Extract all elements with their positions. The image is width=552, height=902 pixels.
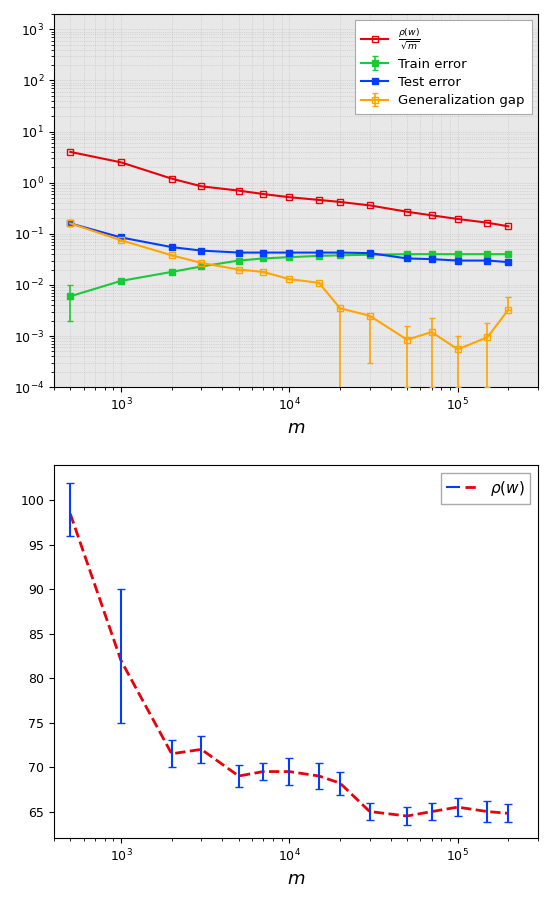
$\rho(w)$ [428,806,435,817]
$\rho(w)$ [198,744,205,755]
$\rho(w)$ [235,770,242,781]
$\rho(w)$ [168,749,175,759]
$\rho(w)$ [337,778,343,788]
X-axis label: $m$: $m$ [287,419,305,437]
X-axis label: $m$: $m$ [287,870,305,888]
$\rho(w)$ [286,766,293,777]
$\rho(w)$ [316,770,322,781]
$\rho(w)$ [367,806,373,817]
$\rho(w)$ [118,655,124,666]
Legend: $\rho(w)$: $\rho(w)$ [441,473,530,503]
$\rho(w)$ [260,766,267,777]
Line: $\rho(w)$: $\rho(w)$ [70,514,508,816]
$\rho(w)$ [505,808,512,819]
$\rho(w)$ [484,806,491,817]
$\rho(w)$ [454,802,461,813]
Legend: $\frac{\rho(w)}{\sqrt{m}}$, Train error, Test error, Generalization gap: $\frac{\rho(w)}{\sqrt{m}}$, Train error,… [355,21,532,114]
$\rho(w)$ [67,509,73,520]
$\rho(w)$ [404,811,410,822]
